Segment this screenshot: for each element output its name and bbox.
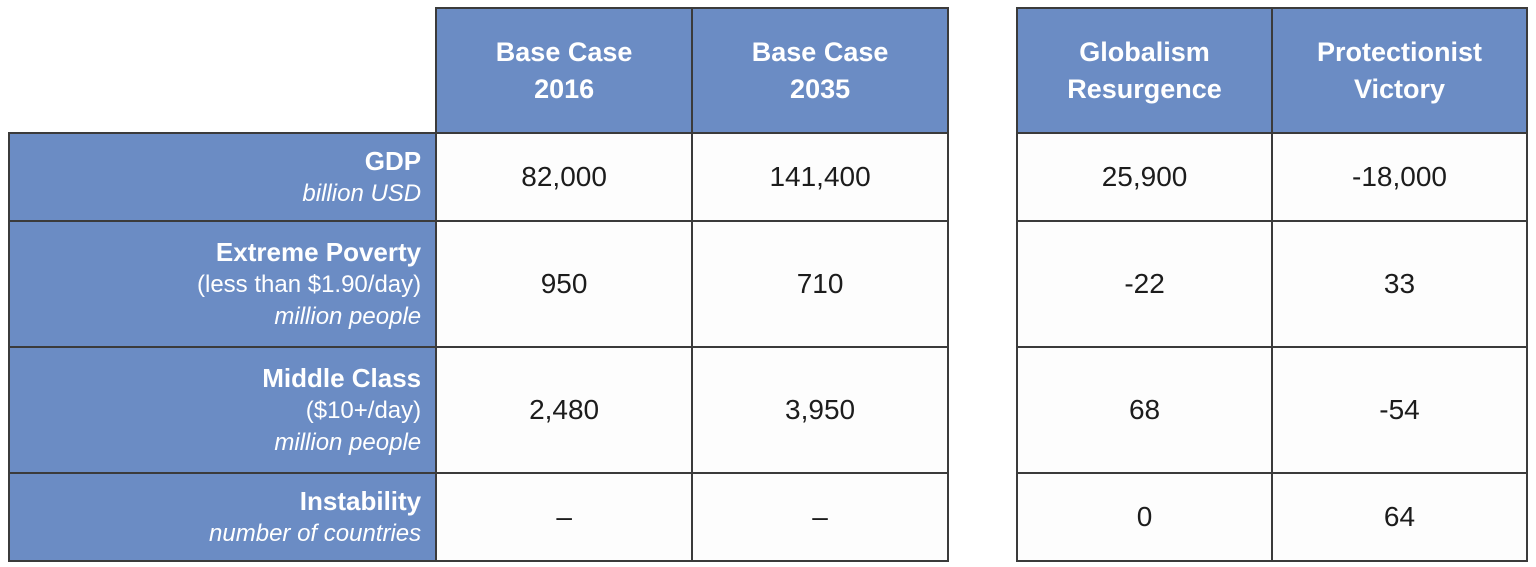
row-label-extreme-poverty: Extreme Poverty (less than $1.90/day) mi…	[7, 220, 438, 348]
column-header-line: Victory	[1353, 73, 1446, 104]
column-header-line: Resurgence	[1067, 73, 1222, 104]
scenario-panel: Globalism Resurgence Protectionist Victo…	[1016, 7, 1529, 562]
column-header-base-case-2016: Base Case 2016	[435, 7, 694, 134]
column-header-line: Base Case	[751, 37, 889, 68]
cell-middle-class-globalism: 68	[1016, 346, 1273, 474]
row-title: Extreme Poverty	[215, 237, 422, 268]
table-row-instability: 0 64	[1016, 472, 1529, 562]
cell-instability-base-2016: –	[435, 472, 694, 562]
column-header-protectionist-victory: Protectionist Victory	[1270, 7, 1529, 134]
row-detail: (less than $1.90/day)	[197, 271, 422, 299]
cell-instability-protectionist: 64	[1270, 472, 1529, 562]
cell-instability-base-2035: –	[691, 472, 950, 562]
table-row-instability: Instability number of countries – –	[7, 472, 950, 562]
row-label-instability: Instability number of countries	[7, 472, 438, 562]
header-row: Base Case 2016 Base Case 2035	[9, 7, 950, 134]
column-header-base-case-2035: Base Case 2035	[691, 7, 950, 134]
row-unit: billion USD	[302, 180, 422, 208]
table-row-extreme-poverty: -22 33	[1016, 220, 1529, 348]
row-title: Middle Class	[262, 363, 422, 394]
column-header-line: 2016	[534, 73, 595, 104]
cell-middle-class-protectionist: -54	[1270, 346, 1529, 474]
table-row-middle-class: Middle Class ($10+/day) million people 2…	[7, 346, 950, 474]
table-row-gdp: GDP billion USD 82,000 141,400	[7, 132, 950, 222]
cell-poverty-protectionist: 33	[1270, 220, 1529, 348]
cell-poverty-globalism: -22	[1016, 220, 1273, 348]
column-header-line: Globalism	[1079, 37, 1210, 68]
column-header-line: Base Case	[495, 37, 633, 68]
row-unit: number of countries	[209, 520, 422, 548]
cell-gdp-protectionist: -18,000	[1270, 132, 1529, 222]
row-label-gdp: GDP billion USD	[7, 132, 438, 222]
column-header-line: 2035	[790, 73, 851, 104]
cell-middle-class-base-2016: 2,480	[435, 346, 694, 474]
cell-instability-globalism: 0	[1016, 472, 1273, 562]
cell-gdp-globalism: 25,900	[1016, 132, 1273, 222]
cell-gdp-base-2035: 141,400	[691, 132, 950, 222]
column-header-line: Protectionist	[1316, 37, 1482, 68]
row-detail: ($10+/day)	[305, 397, 422, 425]
cell-gdp-base-2016: 82,000	[435, 132, 694, 222]
row-unit: million people	[274, 429, 422, 457]
empty-corner-cell	[9, 8, 437, 133]
table-row-gdp: 25,900 -18,000	[1016, 132, 1529, 222]
header-row: Globalism Resurgence Protectionist Victo…	[1016, 7, 1529, 134]
base-case-panel: Base Case 2016 Base Case 2035 GDP billio…	[7, 7, 950, 562]
row-title: Instability	[299, 486, 422, 516]
cell-poverty-base-2016: 950	[435, 220, 694, 348]
column-header-globalism-resurgence: Globalism Resurgence	[1016, 7, 1273, 134]
cell-poverty-base-2035: 710	[691, 220, 950, 348]
table-row-middle-class: 68 -54	[1016, 346, 1529, 474]
table-row-extreme-poverty: Extreme Poverty (less than $1.90/day) mi…	[7, 220, 950, 348]
row-label-middle-class: Middle Class ($10+/day) million people	[7, 346, 438, 474]
row-title: GDP	[364, 146, 422, 176]
cell-middle-class-base-2035: 3,950	[691, 346, 950, 474]
row-unit: million people	[274, 303, 422, 331]
